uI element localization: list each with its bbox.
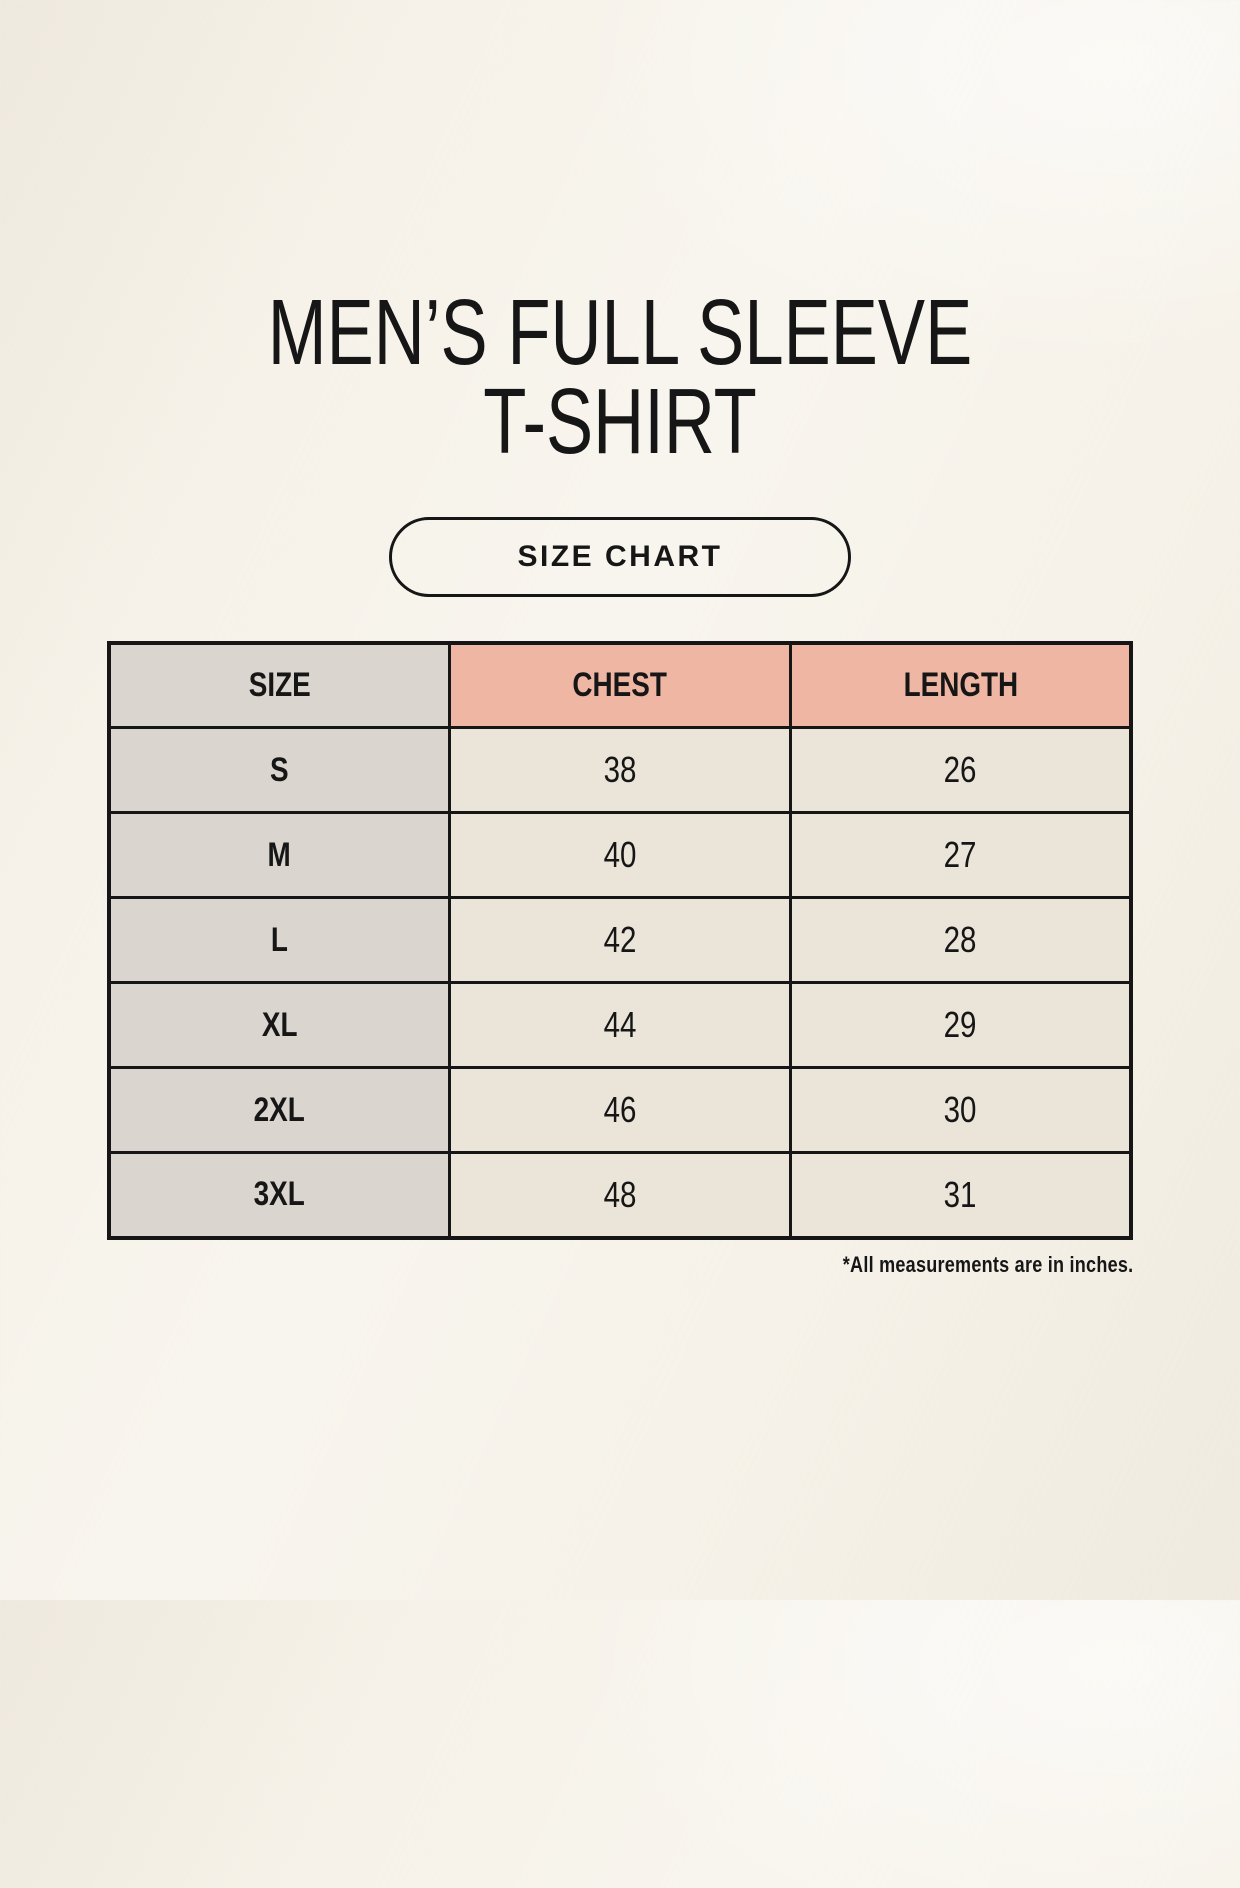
table-row-s: S 38 26	[107, 726, 1133, 815]
length-cell: 27	[788, 811, 1133, 900]
column-header-size: SIZE	[107, 641, 452, 730]
measurements-footnote: *All measurements are in inches.	[842, 1251, 1133, 1277]
length-cell: 31	[788, 1151, 1133, 1240]
size-cell: 2XL	[107, 1066, 452, 1155]
chest-cell: 40	[448, 811, 792, 900]
size-cell: 3XL	[107, 1151, 452, 1240]
size-cell: S	[107, 726, 452, 815]
size-chart-table: SIZE CHEST LENGTH S 38 26 M 40 27 L	[107, 640, 1133, 1240]
column-header-chest: CHEST	[448, 641, 792, 730]
chest-cell: 48	[448, 1151, 792, 1240]
size-cell: M	[107, 811, 452, 900]
table-row-2xl: 2XL 46 30	[107, 1066, 1133, 1155]
page-title: MEN’S FULL SLEEVE T-SHIRT	[149, 280, 1091, 474]
table-header-row: SIZE CHEST LENGTH	[107, 641, 1133, 730]
table-row-m: M 40 27	[107, 811, 1133, 900]
size-chart-table-container: SIZE CHEST LENGTH S 38 26 M 40 27 L	[107, 640, 1133, 1240]
chest-cell: 46	[448, 1066, 792, 1155]
size-chart-button-label: SIZE CHART	[517, 539, 723, 573]
length-cell: 29	[788, 981, 1133, 1070]
length-cell: 28	[788, 896, 1133, 985]
size-chart-button[interactable]: SIZE CHART	[389, 516, 851, 597]
column-header-length: LENGTH	[788, 641, 1133, 730]
chest-cell: 42	[448, 896, 792, 985]
length-cell: 30	[788, 1066, 1133, 1155]
page-title-line-2: T-SHIRT	[483, 369, 757, 474]
size-cell: XL	[107, 981, 452, 1070]
size-cell: L	[107, 896, 452, 985]
size-chart-button-container: SIZE CHART	[0, 516, 1240, 597]
table-row-l: L 42 28	[107, 896, 1133, 985]
length-cell: 26	[788, 726, 1133, 815]
chest-cell: 38	[448, 726, 792, 815]
table-row-3xl: 3XL 48 31	[107, 1151, 1133, 1240]
table-row-xl: XL 44 29	[107, 981, 1133, 1070]
chest-cell: 44	[448, 981, 792, 1070]
size-chart-page: MEN’S FULL SLEEVE T-SHIRT SIZE CHART SIZ…	[0, 280, 1240, 1888]
page-title-line-1: MEN’S FULL SLEEVE	[267, 280, 973, 384]
